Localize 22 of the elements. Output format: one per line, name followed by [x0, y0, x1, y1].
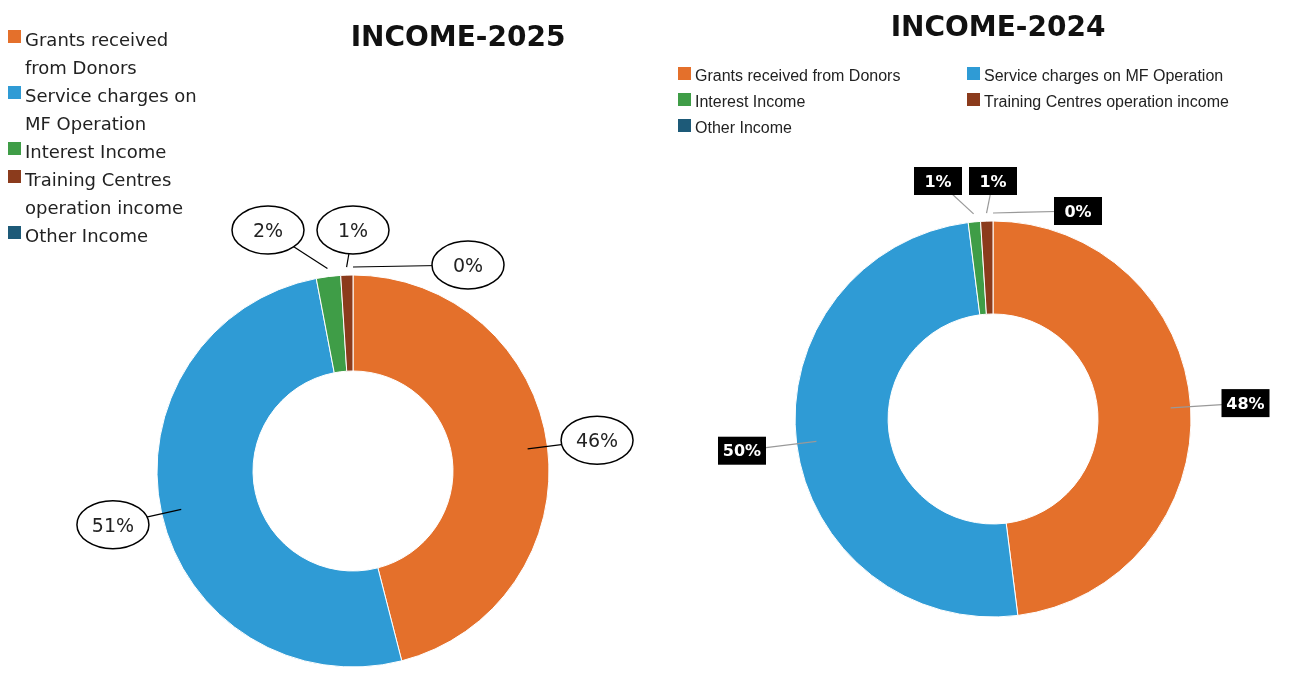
data-label: 48% — [1226, 393, 1265, 413]
legend-label: Training Centres operation income — [25, 168, 185, 220]
text: 0% — [452, 254, 484, 276]
legend-label: Service charges on MF Operation — [984, 66, 1225, 86]
data-label: 1% — [979, 171, 1007, 191]
legend-label: Interest Income — [695, 92, 807, 112]
chart-title: INCOME-2025 — [349, 20, 567, 53]
legend-label: Grants received from Donors — [695, 66, 902, 86]
legend-label: Grants received from Donors — [25, 28, 170, 80]
data-label: 50% — [722, 441, 762, 461]
data-label: 51% — [91, 513, 135, 536]
data-label: 46% — [575, 429, 619, 452]
legend-label: Interest Income — [25, 140, 168, 164]
chart-title: INCOME-2024 — [889, 10, 1107, 43]
data-label: 1% — [924, 171, 952, 191]
legend-label: Service charges on MF Operation — [25, 84, 198, 136]
data-label: 1% — [337, 219, 369, 241]
legend-label: Other Income — [695, 118, 793, 138]
data-label: 2% — [252, 219, 284, 241]
text: 0% — [1064, 201, 1092, 221]
legend-label: Other Income — [25, 224, 150, 248]
legend-label: Training Centres operation income — [984, 92, 1230, 112]
